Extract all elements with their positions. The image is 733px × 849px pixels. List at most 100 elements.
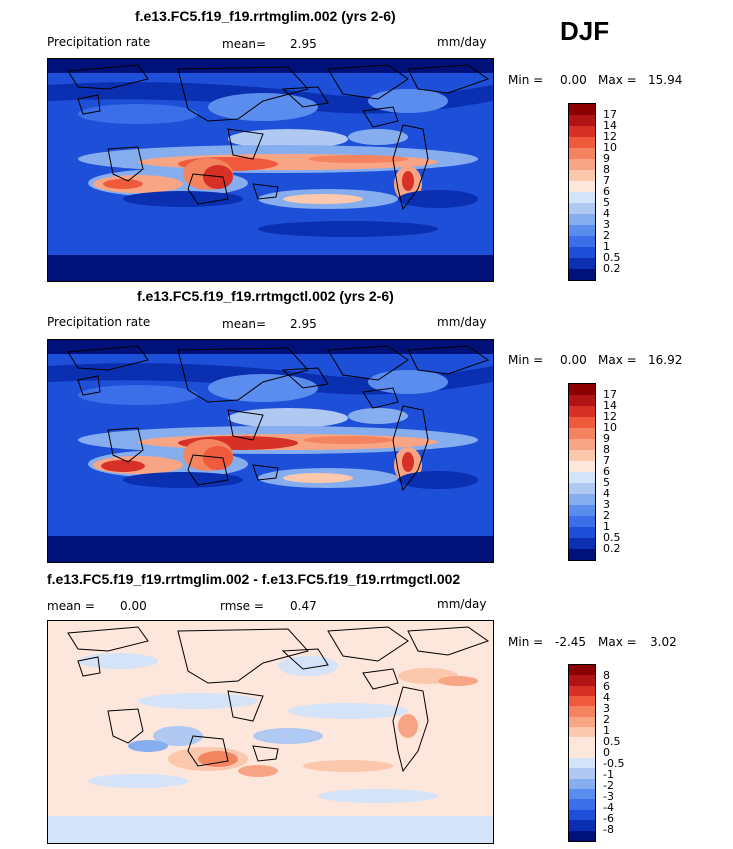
colorbar-tick-label: 6	[603, 465, 610, 478]
colorbar-swatch	[569, 181, 595, 192]
colorbar-tick-label: 4	[603, 487, 610, 500]
colorbar-swatch	[569, 747, 595, 759]
colorbar-swatch	[569, 406, 595, 417]
colorbar-tick-label: 4	[603, 207, 610, 220]
colorbar-tick-label: 17	[603, 388, 617, 401]
panel3-max-label: Max =	[598, 635, 637, 649]
colorbar-swatch	[569, 269, 595, 280]
colorbar-tick-label: 0.2	[603, 262, 621, 275]
panel2-map	[47, 339, 494, 563]
colorbar-swatch	[569, 192, 595, 203]
panel1-map-field	[48, 59, 493, 281]
panel3-colorbar-ticks: 8 6 4 3 2 1 0.5 0 -0.5 -1 -2 -3 -4 -6 -8	[603, 664, 643, 840]
colorbar-swatch	[569, 706, 595, 717]
colorbar-swatch	[569, 727, 595, 738]
colorbar-tick-label: 7	[603, 454, 610, 467]
colorbar-swatch	[569, 505, 595, 516]
colorbar-tick-label: 7	[603, 174, 610, 187]
colorbar-tick-label: 8	[603, 443, 610, 456]
panel1-title: f.e13.FC5.f19_f19.rrtmglim.002 (yrs 2-6)	[135, 8, 396, 24]
panel3-min-label: Min =	[508, 635, 544, 649]
colorbar-tick-label: -1	[603, 768, 614, 781]
panel2-field-label: Precipitation rate	[47, 315, 151, 329]
colorbar-tick-label: 6	[603, 185, 610, 198]
colorbar-tick-label: 3	[603, 218, 610, 231]
season-label: DJF	[560, 16, 610, 46]
colorbar-tick-label: 10	[603, 141, 617, 154]
colorbar-tick-label: 9	[603, 152, 610, 165]
colorbar-swatch	[569, 516, 595, 527]
panel1-colorbar	[568, 103, 596, 281]
panel3-colorbar	[568, 664, 596, 842]
colorbar-swatch	[569, 225, 595, 236]
colorbar-tick-label: 17	[603, 108, 617, 121]
colorbar-swatch	[569, 675, 595, 686]
colorbar-swatch	[569, 778, 595, 790]
colorbar-tick-label: 9	[603, 432, 610, 445]
colorbar-swatch	[569, 461, 595, 472]
colorbar-tick-label: 0.2	[603, 542, 621, 555]
panel2-colorbar-ticks: 17 14 12 10 9 8 7 6 5 4 3 2 1 0.5 0.2	[603, 383, 643, 559]
colorbar-swatch	[569, 159, 595, 170]
panel1-colorbar-ticks: 17 14 12 10 9 8 7 6 5 4 3 2 1 0.5 0.2	[603, 103, 643, 279]
colorbar-tick-label: 0.5	[603, 735, 621, 748]
colorbar-swatch	[569, 214, 595, 225]
panel2-max-value: 16.92	[648, 353, 683, 367]
panel1-field-label: Precipitation rate	[47, 35, 151, 49]
colorbar-swatch	[569, 472, 595, 483]
colorbar-swatch	[569, 395, 595, 406]
panel3-title: f.e13.FC5.f19_f19.rrtmglim.002 - f.e13.F…	[47, 571, 461, 587]
panel1-units: mm/day	[437, 35, 487, 49]
colorbar-tick-label: 6	[603, 680, 610, 693]
colorbar-tick-label: -8	[603, 823, 614, 836]
colorbar-tick-label: 0.5	[603, 531, 621, 544]
colorbar-swatch	[569, 439, 595, 450]
panel2-mean-value: 2.95	[290, 317, 317, 331]
colorbar-tick-label: 14	[603, 399, 617, 412]
panel2-min-label: Min =	[508, 353, 544, 367]
colorbar-tick-label: 4	[603, 691, 610, 704]
panel3-map	[47, 620, 494, 844]
colorbar-tick-label: -2	[603, 779, 614, 792]
panel3-max-value: 3.02	[650, 635, 677, 649]
colorbar-swatch	[569, 799, 595, 810]
colorbar-tick-label: -6	[603, 812, 614, 825]
colorbar-swatch	[569, 203, 595, 214]
panel2-units: mm/day	[437, 315, 487, 329]
colorbar-tick-label: -3	[603, 790, 614, 803]
panel2-max-label: Max =	[598, 353, 637, 367]
colorbar-swatch	[569, 830, 595, 841]
panel2-map-field	[48, 340, 493, 562]
panel2-mean-label: mean=	[222, 317, 267, 331]
colorbar-swatch	[569, 737, 595, 748]
colorbar-swatch	[569, 665, 595, 676]
colorbar-tick-label: 8	[603, 669, 610, 682]
colorbar-tick-label: 5	[603, 476, 610, 489]
panel2-min-value: 0.00	[560, 353, 587, 367]
colorbar-swatch	[569, 820, 595, 831]
panel2-title: f.e13.FC5.f19_f19.rrtmgctl.002 (yrs 2-6)	[137, 288, 394, 304]
colorbar-tick-label: -4	[603, 801, 614, 814]
panel1-min-label: Min =	[508, 73, 544, 87]
colorbar-tick-label: 0.5	[603, 251, 621, 264]
colorbar-tick-label: 1	[603, 240, 610, 253]
colorbar-tick-label: 12	[603, 130, 617, 143]
colorbar-tick-label: 5	[603, 196, 610, 209]
colorbar-tick-label: 1	[603, 520, 610, 533]
colorbar-swatch	[569, 809, 595, 821]
colorbar-tick-label: 0	[603, 746, 610, 759]
colorbar-swatch	[569, 170, 595, 181]
panel3-rmse-value: 0.47	[290, 599, 317, 613]
panel1-max-label: Max =	[598, 73, 637, 87]
colorbar-swatch	[569, 494, 595, 505]
colorbar-tick-label: 8	[603, 163, 610, 176]
panel3-mean-value: 0.00	[120, 599, 147, 613]
colorbar-swatch	[569, 549, 595, 560]
colorbar-swatch	[569, 126, 595, 137]
panel3-mean-label: mean =	[47, 599, 95, 613]
colorbar-swatch	[569, 685, 595, 697]
colorbar-swatch	[569, 716, 595, 728]
colorbar-swatch	[569, 384, 595, 395]
panel2-colorbar	[568, 383, 596, 561]
colorbar-tick-label: 1	[603, 724, 610, 737]
